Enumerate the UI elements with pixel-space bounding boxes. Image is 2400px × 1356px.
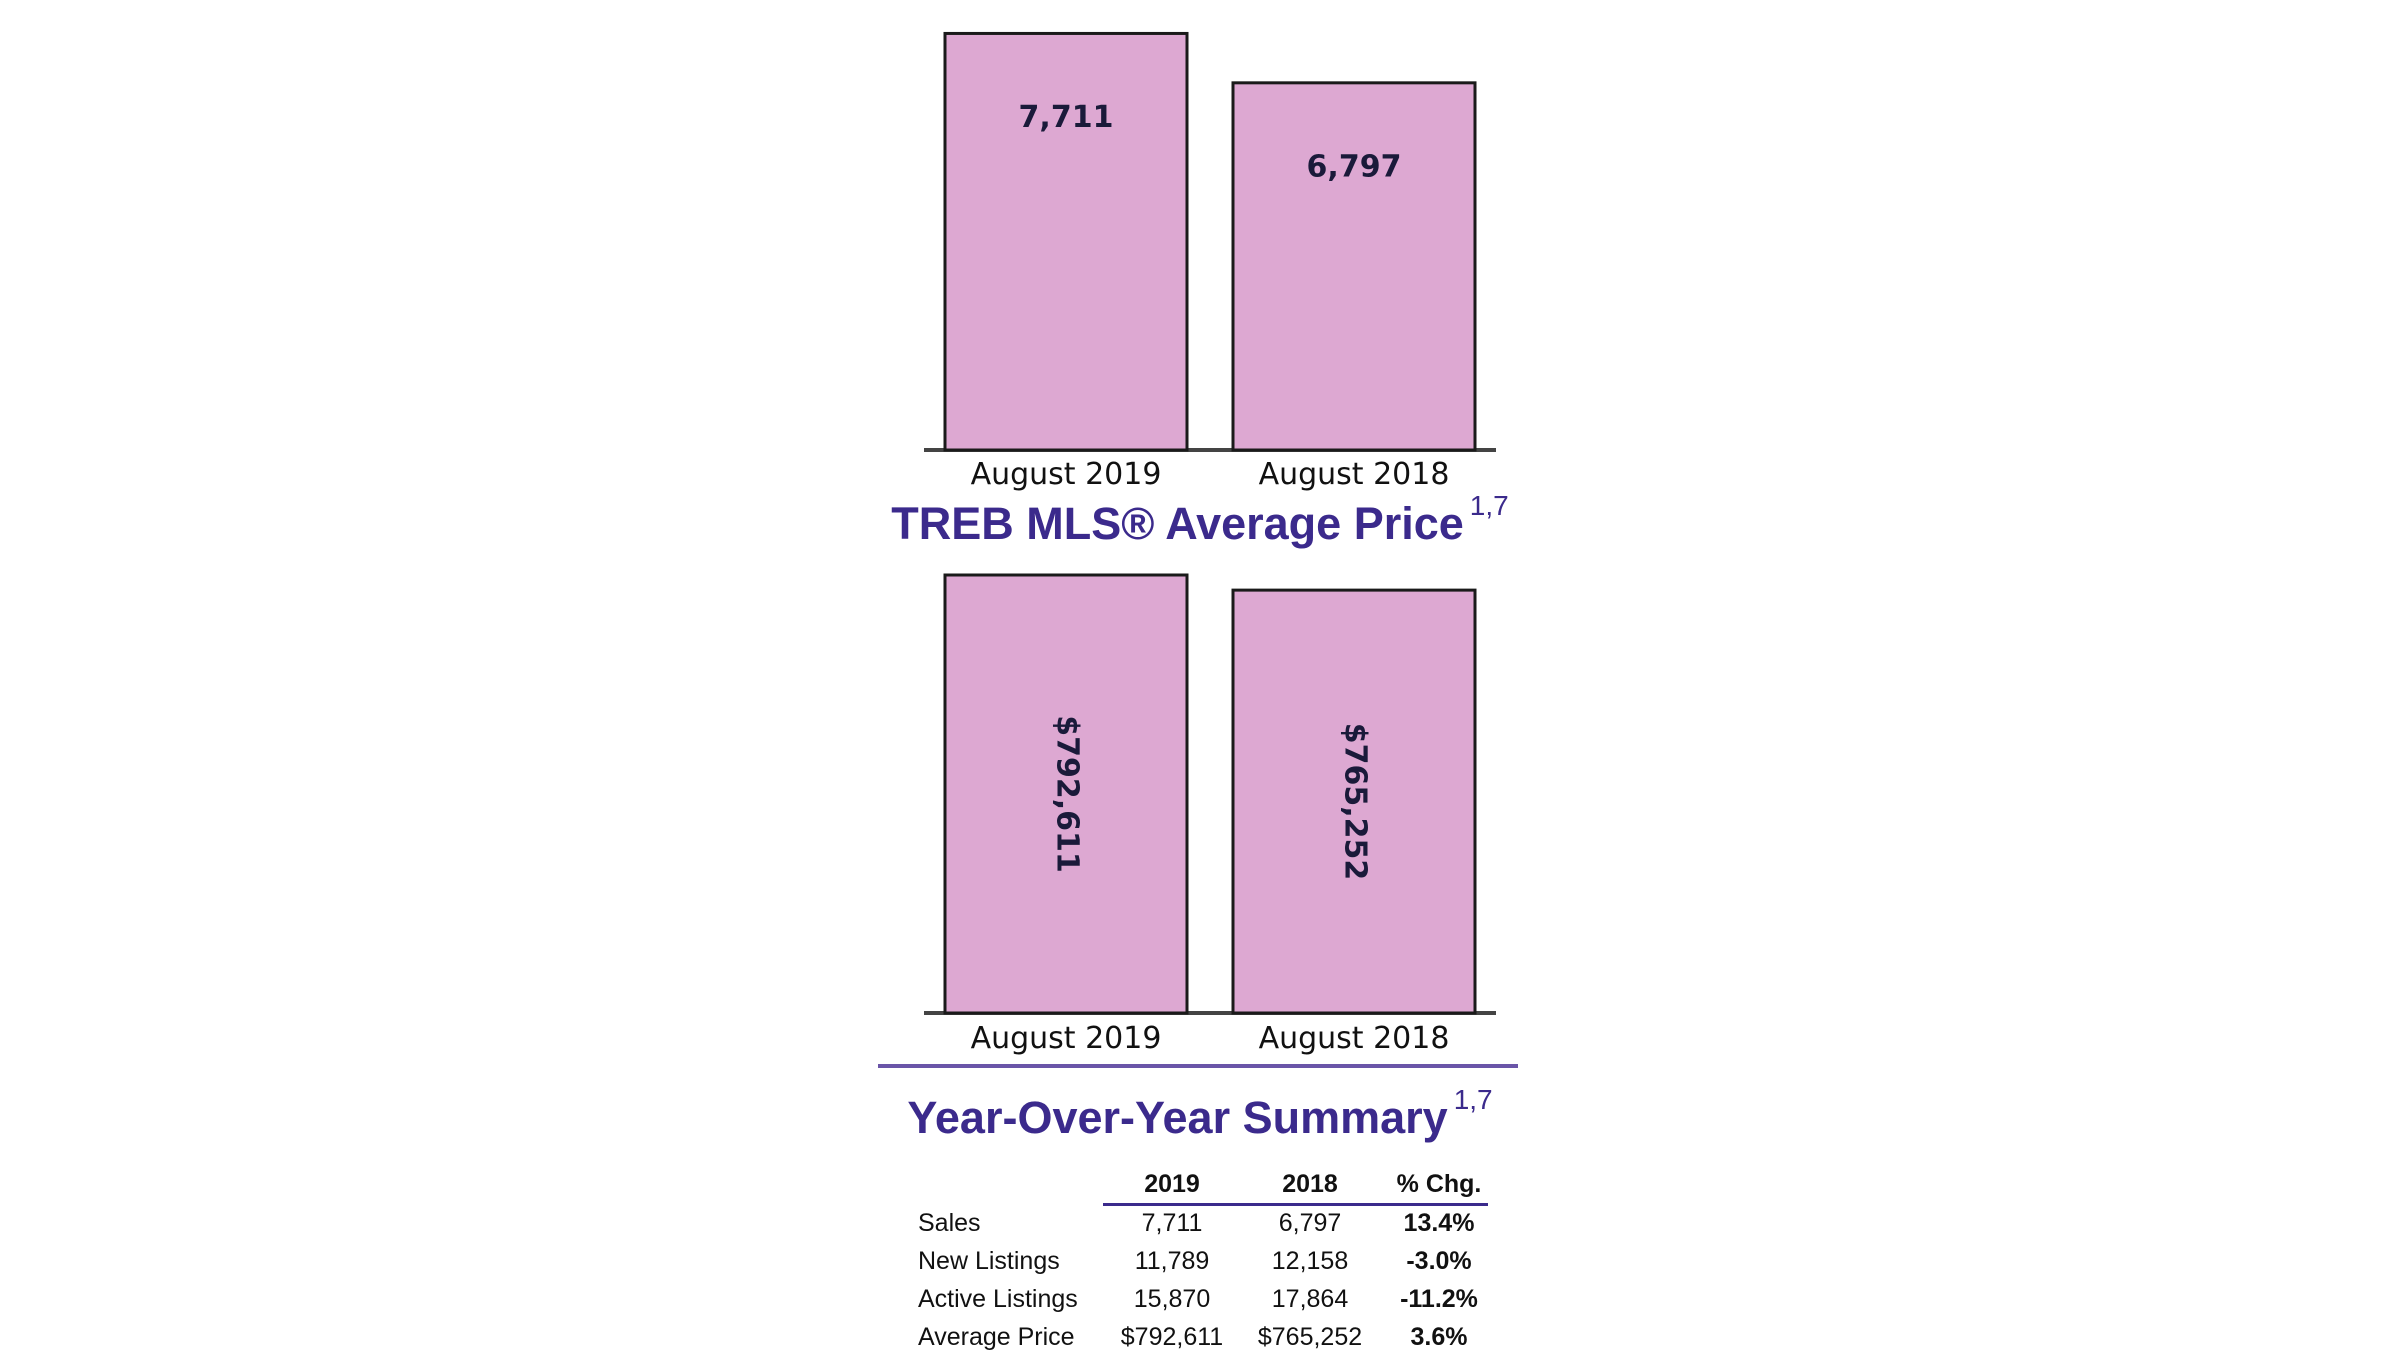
bar-august-2019 [943, 573, 1189, 1015]
row-2019-value: 11,789 [1134, 1246, 1210, 1275]
bar-august-2018 [1231, 588, 1477, 1015]
row-label: New Listings [918, 1246, 1060, 1275]
row-label: Sales [918, 1208, 981, 1237]
category-label: August 2019 [971, 457, 1162, 492]
row-change-value: 3.6% [1410, 1322, 1468, 1351]
summary-header-row: 2019 2018 % Chg. [918, 1170, 1518, 1206]
row-change-value: -3.0% [1406, 1246, 1472, 1275]
row-label: Active Listings [918, 1284, 1078, 1313]
summary-header-2019: 2019 [1144, 1170, 1200, 1198]
average-price-title: TREB MLS® Average Price 1,7 [891, 490, 1509, 549]
row-2019-value: 15,870 [1133, 1284, 1211, 1313]
bar-value-label: $765,252 [1338, 723, 1373, 881]
row-change-value: 13.4% [1403, 1208, 1475, 1237]
row-2019-value: 7,711 [1141, 1208, 1203, 1237]
summary-header-blank [918, 1170, 1103, 1204]
bar-value-label: $792,611 [1050, 715, 1085, 873]
average-price-title-superscript: 1,7 [1469, 490, 1509, 521]
row-2018-value: $765,252 [1257, 1322, 1363, 1351]
row-label: Average Price [918, 1322, 1075, 1351]
row-2018-value: 6,797 [1278, 1208, 1342, 1237]
table-row: Sales 7,711 6,797 13.4% [918, 1204, 1518, 1242]
table-row: Average Price $792,611 $765,252 3.6% [918, 1318, 1518, 1356]
summary-header-change: % Chg. [1396, 1170, 1482, 1198]
category-label: August 2018 [1259, 1021, 1450, 1056]
table-row: Active Listings 15,870 17,864 -11.2% [918, 1280, 1518, 1318]
row-2018-value: 12,158 [1271, 1246, 1349, 1275]
summary-table: 2019 2018 % Chg. Sales 7,711 6,797 13.4%… [918, 1170, 1518, 1356]
summary-title: Year-Over-Year Summary 1,7 [907, 1084, 1493, 1143]
bar-august-2019 [943, 31, 1189, 452]
table-row: New Listings 11,789 12,158 -3.0% [918, 1242, 1518, 1280]
summary-title-superscript: 1,7 [1453, 1084, 1493, 1115]
category-label: August 2019 [971, 1021, 1162, 1056]
bar-value-label: 7,711 [1019, 100, 1114, 135]
bar-value-label: 6,797 [1307, 149, 1402, 184]
row-2019-value: $792,611 [1120, 1322, 1224, 1351]
bar-august-2018 [1231, 81, 1477, 452]
summary-header-2018: 2018 [1282, 1170, 1338, 1198]
row-2018-value: 17,864 [1271, 1284, 1349, 1313]
section-divider [878, 1064, 1518, 1068]
row-change-value: -11.2% [1400, 1284, 1478, 1313]
category-label: August 2018 [1259, 457, 1450, 492]
